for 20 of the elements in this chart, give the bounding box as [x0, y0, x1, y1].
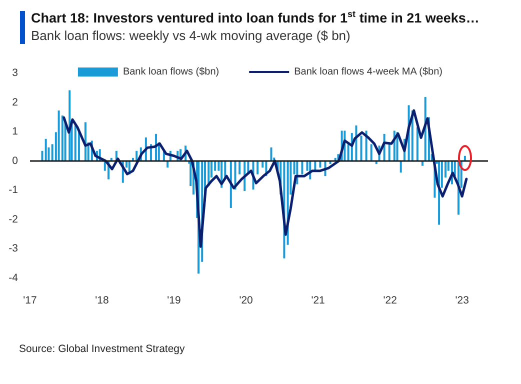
y-tick-label: -2 [8, 213, 18, 226]
y-tick-label: 3 [12, 67, 18, 79]
legend-label: Bank loan flows 4-week MA ($bn) [294, 66, 443, 78]
x-tick-label: '18 [95, 294, 110, 306]
x-tick-label: '23 [455, 294, 470, 306]
source-note: Source: Global Investment Strategy [19, 343, 185, 355]
y-tick-label: -3 [8, 242, 18, 255]
y-tick-label: 2 [12, 96, 18, 108]
y-tick-label: -1 [8, 184, 18, 196]
x-tick-label: '17 [23, 294, 37, 306]
x-tick-label: '20 [239, 294, 254, 306]
x-tick-label: '22 [383, 294, 398, 306]
chart-title: Chart 18: Investors ventured into loan funds for 1$^{st}$ time in 21 weeks… [31, 9, 480, 26]
chart-subtitle: Bank loan flows: weekly vs 4-wk moving average ($ bn) [31, 28, 350, 43]
y-tick-label: 1 [12, 126, 18, 138]
x-tick-label: '19 [167, 294, 182, 306]
y-tick-label: -4 [8, 272, 18, 284]
legend-label: Bank loan flows ($bn) [122, 66, 220, 78]
y-tick-label: 0 [12, 154, 18, 167]
x-tick-label: '21 [311, 294, 326, 306]
